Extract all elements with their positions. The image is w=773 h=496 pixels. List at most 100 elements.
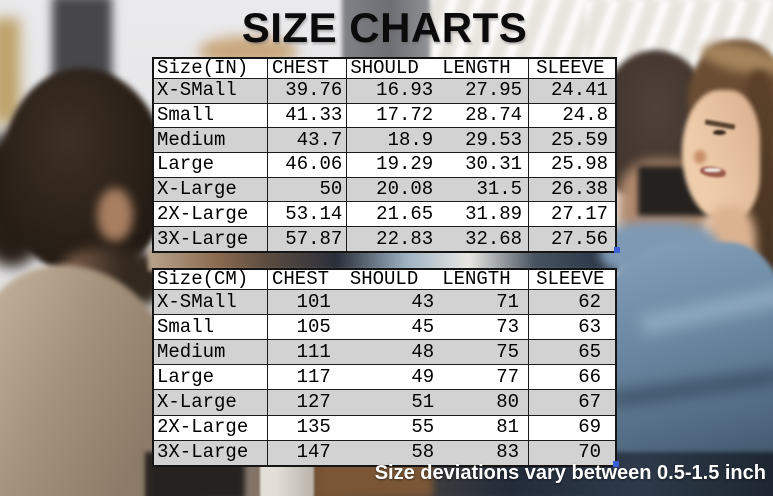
size-value: 57.87 [267, 226, 348, 252]
size-value: 26.38 [528, 177, 616, 202]
size-value: 65 [528, 339, 616, 365]
size-label: 2X-Large [153, 415, 268, 441]
size-value: 45 [346, 314, 438, 340]
column-header: CHEST [267, 58, 348, 79]
size-label: Large [153, 364, 268, 390]
size-value: 77 [437, 364, 530, 390]
column-header: SLEEVE [528, 58, 616, 79]
size-value: 28.74 [437, 103, 530, 128]
size-value: 25.59 [528, 127, 616, 153]
size-label: 3X-Large [153, 226, 268, 252]
size-value: 127 [267, 389, 347, 416]
size-value: 16.93 [346, 78, 438, 104]
size-value: 69 [528, 415, 616, 441]
size-value: 135 [267, 415, 347, 441]
size-value: 71 [437, 289, 530, 315]
table-row: X-Large 127 51 80 67 [153, 389, 616, 416]
size-value: 24.8 [528, 103, 616, 128]
size-value: 49 [346, 364, 438, 390]
size-value: 18.9 [346, 127, 438, 153]
column-header: CHEST [267, 269, 347, 290]
size-value: 55 [346, 415, 438, 441]
size-value: 20.08 [346, 177, 438, 202]
photo-woman-teeth [704, 168, 721, 172]
header-row: Size(CM) CHEST SHOULD LENGTH SLEEVE [153, 269, 616, 290]
size-value: 75 [437, 339, 530, 365]
column-header: Size(IN) [153, 58, 268, 79]
size-table-cm: Size(CM) CHEST SHOULD LENGTH SLEEVE X-SMall 10… [152, 268, 617, 467]
column-header: LENGTH [437, 269, 530, 290]
size-value: 25.98 [528, 152, 616, 178]
table-row: X-SMall 101 43 71 62 [153, 289, 616, 315]
photo-woman-eye [713, 130, 726, 135]
table-row: Large 46.06 19.29 30.31 25.98 [153, 152, 616, 178]
photo-left-man-hair [2, 68, 167, 273]
photo-left-man-ear [97, 188, 133, 242]
size-label: Medium [153, 339, 268, 365]
size-value: 46.06 [267, 152, 348, 178]
column-header: SHOULD [346, 269, 438, 290]
size-value: 22.83 [346, 226, 438, 252]
size-value: 27.56 [528, 226, 616, 252]
photo-woman-nose-shadow [694, 150, 706, 164]
table-row: X-Large 50 20.08 31.5 26.38 [153, 177, 616, 202]
table-row: Small 41.33 17.72 28.74 24.8 [153, 103, 616, 128]
size-value: 30.31 [437, 152, 530, 178]
size-value: 43.7 [267, 127, 348, 153]
size-value: 66 [528, 364, 616, 390]
size-table-inches: Size(IN) CHEST SHOULD LENGTH SLEEVE X-SMall 39… [152, 57, 617, 253]
size-label: Small [153, 103, 268, 128]
size-value: 41.33 [267, 103, 348, 128]
size-value: 50 [267, 177, 348, 202]
table-row: Small 105 45 73 63 [153, 314, 616, 340]
size-value: 73 [437, 314, 530, 340]
size-value: 105 [267, 314, 347, 340]
selection-handle-inches [614, 247, 620, 253]
table-row: Large 117 49 77 66 [153, 364, 616, 390]
size-value: 29.53 [437, 127, 530, 153]
size-value: 31.89 [437, 201, 530, 227]
table-row: 3X-Large 57.87 22.83 32.68 27.56 [153, 226, 616, 252]
size-value: 63 [528, 314, 616, 340]
size-label: Large [153, 152, 268, 178]
size-label: 2X-Large [153, 201, 268, 227]
column-header: Size(CM) [153, 269, 268, 290]
size-value: 24.41 [528, 78, 616, 104]
size-value: 51 [346, 389, 438, 416]
size-value: 62 [528, 289, 616, 315]
size-value: 147 [267, 440, 347, 466]
table-row: Medium 43.7 18.9 29.53 25.59 [153, 127, 616, 153]
size-label: X-SMall [153, 289, 268, 315]
size-value: 80 [437, 389, 530, 416]
table-row: 2X-Large 53.14 21.65 31.89 27.17 [153, 201, 616, 227]
size-deviation-note: Size deviations vary between 0.5-1.5 inc… [374, 462, 766, 484]
photo-brick-strip [0, 18, 20, 123]
size-value: 67 [528, 389, 616, 416]
size-label: X-Large [153, 177, 268, 202]
size-label: X-Large [153, 389, 268, 416]
photo-gap-strip [148, 249, 620, 271]
column-header: SHOULD [346, 58, 438, 79]
size-value: 17.72 [346, 103, 438, 128]
table-row: X-SMall 39.76 16.93 27.95 24.41 [153, 78, 616, 104]
size-label: Medium [153, 127, 268, 153]
size-value: 21.65 [346, 201, 438, 227]
size-value: 27.95 [437, 78, 530, 104]
size-value: 19.29 [346, 152, 438, 178]
photo-pillar [342, 0, 430, 62]
header-row: Size(IN) CHEST SHOULD LENGTH SLEEVE [153, 58, 616, 79]
size-value: 39.76 [267, 78, 348, 104]
size-value: 83 [437, 440, 530, 466]
size-label: 3X-Large [153, 440, 268, 466]
size-value: 81 [437, 415, 530, 441]
size-value: 31.5 [437, 177, 530, 202]
size-label: Small [153, 314, 268, 340]
column-header: LENGTH [437, 58, 530, 79]
page-title: SIZE CHARTS [241, 4, 528, 51]
size-label: X-SMall [153, 78, 268, 104]
size-value: 43 [346, 289, 438, 315]
size-value: 53.14 [267, 201, 348, 227]
table-row: 3X-Large 147 58 83 70 [153, 440, 616, 466]
